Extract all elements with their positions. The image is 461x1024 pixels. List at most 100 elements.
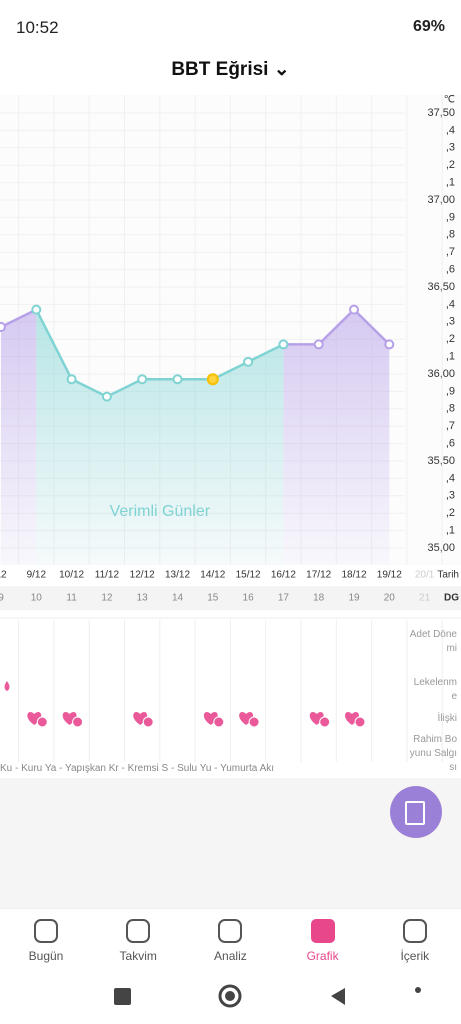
y-tick-label: ,9 (446, 211, 455, 223)
legend: Ku - Kuru Ya - Yapışkan Kr - Kremsi S - … (0, 763, 275, 774)
day-number: 20 (384, 593, 396, 604)
heart-badge (213, 716, 225, 728)
y-tick-label: ,1 (446, 525, 455, 537)
tab[interactable]: Takvim (92, 909, 184, 977)
heart-badge (248, 716, 260, 728)
x-tick-label: 17/12 (306, 570, 331, 581)
y-tick-label: ,8 (446, 403, 455, 415)
point (31, 304, 42, 315)
x-tick-label: 20/1 (415, 570, 435, 581)
day-number: 15 (207, 593, 219, 604)
day-number: 13 (137, 593, 149, 604)
y-tick-label: ,2 (446, 159, 455, 171)
pre-area (1, 309, 37, 565)
point (101, 391, 112, 402)
tab[interactable]: Analiz (184, 909, 276, 977)
post-line (283, 307, 391, 346)
point (349, 304, 359, 315)
annotation: Verimli Günler (110, 503, 211, 520)
day-label: DG (444, 593, 459, 604)
row-label: Adet Dönemi (409, 629, 457, 654)
tab-icon (126, 919, 151, 943)
row-label: İlişki (437, 713, 457, 724)
day-number: 10 (31, 593, 43, 604)
y-tick-label: ,7 (446, 246, 455, 258)
x-tick-label: 9/12 (27, 570, 47, 581)
y-tick-label: ,3 (446, 316, 455, 328)
tab[interactable]: İçerik (369, 909, 461, 977)
row-label: Rahim Boyunu Salgısı (409, 734, 457, 773)
row-label: Lekelenme (413, 677, 457, 702)
day-number: 21 (419, 593, 431, 604)
point (243, 356, 254, 367)
y-tick-label: ,3 (446, 142, 455, 154)
tab-icon (218, 919, 243, 943)
day-number: 11 (66, 593, 77, 604)
pre-line (0, 308, 37, 329)
chart: ℃37,50 ,4 ,3 ,2 ,1 37,00 ,9 ,8 ,7 ,6 36,50 ,4 ,3 ,2 ,1… (0, 95, 461, 762)
tab-icon (34, 919, 58, 943)
heart-badge (72, 716, 84, 728)
day-number: 17 (278, 593, 290, 604)
point (313, 339, 324, 350)
fertile-line (35, 309, 284, 399)
heart-badge (354, 716, 366, 728)
y-tick-label: ,3 (446, 490, 455, 502)
y-unit: ℃ (444, 95, 455, 106)
y-tick-label: ,1 (446, 351, 455, 363)
fab-icon (405, 801, 425, 825)
heart-badge (36, 716, 48, 728)
y-tick-label: ,9 (446, 385, 455, 397)
post-area (283, 309, 390, 565)
tab-icon (402, 919, 427, 943)
x-tick-label: 12 (0, 570, 7, 581)
point (0, 322, 6, 333)
y-tick-label: 36,50 (427, 281, 455, 293)
y-tick-label: ,2 (446, 507, 455, 519)
x-tick-label: 14/12 (200, 570, 225, 581)
y-tick-label: ,4 (446, 298, 455, 310)
back-btn[interactable] (331, 988, 345, 1005)
x-tick-label: 11/12 (95, 570, 120, 581)
x-label: Tarih (437, 570, 459, 581)
fertile-area (36, 309, 284, 565)
x-tick-label: 16/12 (271, 570, 296, 581)
x-tick-label: 15/12 (236, 570, 261, 581)
tab-label: Analiz (214, 949, 247, 963)
gray-area (0, 778, 461, 908)
day-number: 12 (101, 593, 113, 604)
day-number: 16 (243, 593, 255, 604)
x-tick-label: 18/12 (341, 570, 366, 581)
x-tick-label: 19/12 (377, 570, 402, 581)
tab-bar: Bugün Takvim Analiz Grafik İçerik (0, 908, 461, 977)
tab[interactable]: Grafik (277, 909, 369, 977)
point (137, 374, 148, 385)
tab-label: Grafik (306, 949, 339, 963)
fab[interactable] (390, 786, 442, 838)
heart-badge (319, 716, 331, 728)
system-nav (114, 984, 421, 1008)
home-dot (225, 991, 235, 1001)
home-btn[interactable] (218, 984, 242, 1008)
point (278, 339, 289, 350)
day-number: 18 (313, 593, 325, 604)
tab-label: Takvim (119, 949, 157, 963)
title-text: BBT Eğrisi (171, 59, 269, 80)
day-number: 9 (0, 593, 4, 604)
y-tick-label: ,1 (446, 177, 455, 189)
tab[interactable]: Bugün (0, 909, 92, 977)
point (384, 339, 395, 350)
day-band (0, 586, 461, 610)
battery: 69% (412, 18, 445, 35)
assist-btn[interactable] (415, 987, 421, 993)
title[interactable]: BBT Eğrisi ⌄ (171, 59, 290, 80)
y-tick-label: ,4 (446, 472, 455, 484)
recent-btn[interactable] (114, 988, 131, 1005)
y-tick-label: 35,00 (427, 542, 455, 554)
y-tick-label: 37,50 (427, 107, 455, 119)
heart-badge (142, 716, 154, 728)
y-tick-label: ,2 (446, 333, 455, 345)
y-tick-label: 36,00 (427, 368, 455, 380)
y-tick-label: ,4 (446, 124, 455, 136)
